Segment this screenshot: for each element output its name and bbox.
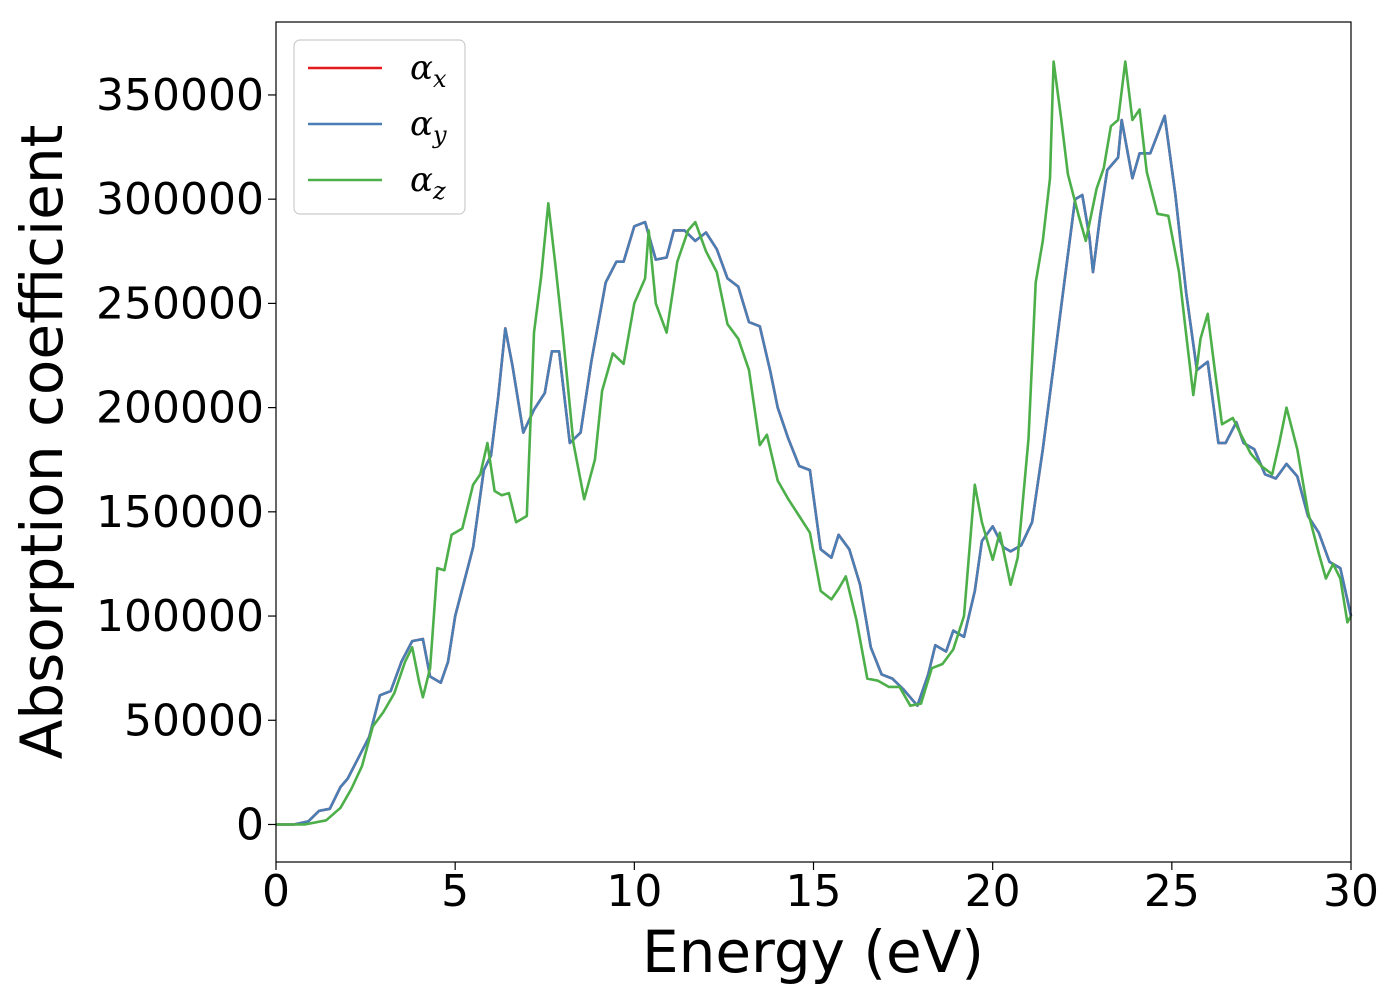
legend-box [293,39,466,215]
y-ticks: 0 50000 100000 150000 200000 250000 300000 3500… [96,70,276,850]
series-layer [276,60,1353,826]
y-axis-title: Absorption coefficient [8,125,76,760]
x-ticks: 0 5 10 15 20 25 30 [262,862,1379,917]
y-tick-label: 150000 [96,487,264,538]
y-tick-label: 50000 [124,695,264,746]
series-line-y [276,114,1353,826]
x-tick-label: 25 [1144,866,1200,917]
y-tick-label: 0 [236,799,264,850]
y-tick-label: 350000 [96,70,264,121]
x-tick-label: 0 [262,866,290,917]
x-tick-label: 5 [441,866,469,917]
x-axis-title: Energy (eV) [642,918,984,986]
legend-label-y: αy [410,104,447,149]
x-tick-label: 15 [786,866,842,917]
series-line-z [276,60,1353,826]
x-tick-label: 30 [1323,866,1379,917]
y-tick-label: 100000 [96,591,264,642]
x-tick-label: 20 [965,866,1021,917]
y-tick-label: 250000 [96,278,264,329]
y-tick-label: 300000 [96,174,264,225]
x-tick-label: 10 [606,866,662,917]
y-tick-label: 200000 [96,383,264,434]
